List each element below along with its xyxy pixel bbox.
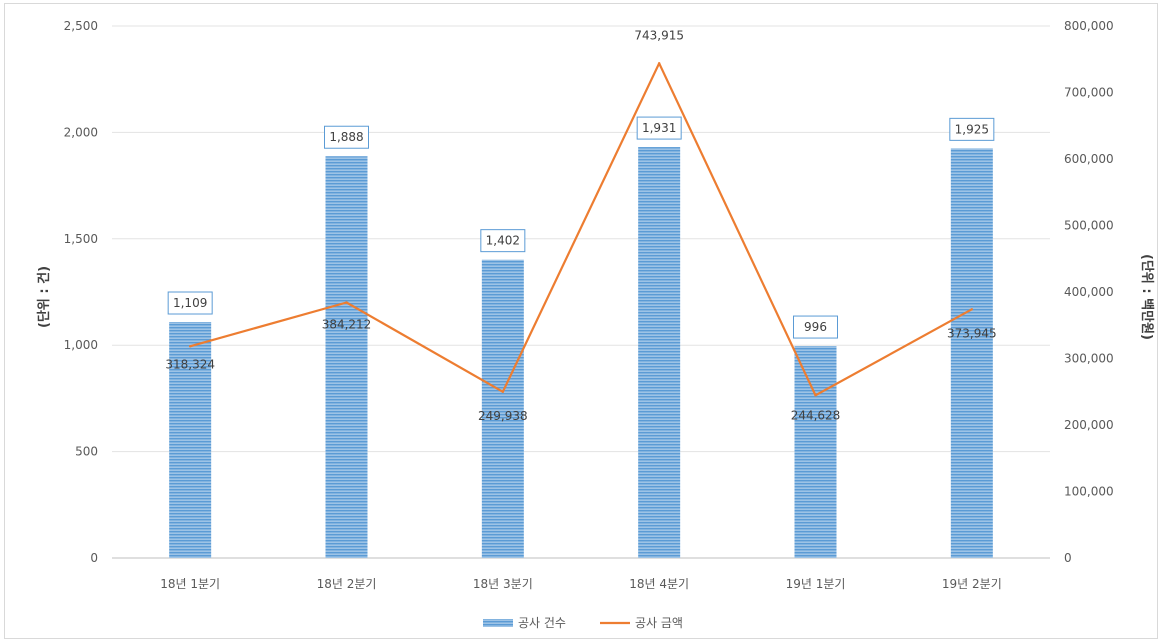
bar-label-box bbox=[793, 315, 838, 339]
bar-data-label: 1,931 bbox=[642, 121, 676, 135]
x-axis-ticks: 18년 1분기 18년 2분기 18년 3분기 18년 4분기 19년 1분기 19년 2… bbox=[160, 577, 1002, 591]
line-data-label: 373,945 bbox=[947, 326, 997, 340]
x-tick-label: 18년 1분기 bbox=[160, 577, 220, 591]
right-tick-label: 600,000 bbox=[1064, 152, 1114, 166]
bar-data-labels: 1,109 1,888 1,402 1,931 996 1,925 bbox=[167, 116, 995, 339]
bar bbox=[481, 259, 524, 558]
line-data-labels: 318,324 384,212 249,938 743,915 244,628 373,9… bbox=[165, 28, 996, 422]
line-data-label: 743,915 bbox=[634, 28, 684, 42]
bar-data-label: 1,109 bbox=[173, 296, 207, 310]
line-point bbox=[657, 62, 661, 65]
bars bbox=[169, 147, 993, 559]
line-point bbox=[345, 301, 348, 304]
bar-data-label: 1,888 bbox=[329, 130, 363, 144]
right-tick-label: 300,000 bbox=[1064, 352, 1114, 366]
bar-label-box bbox=[167, 291, 213, 315]
legend: 공사 건수 공사 금액 bbox=[483, 616, 683, 630]
left-tick-label: 2,000 bbox=[64, 125, 98, 139]
line-data-label: 384,212 bbox=[322, 317, 372, 331]
x-tick-label: 18년 3분기 bbox=[473, 577, 533, 591]
left-tick-label: 500 bbox=[75, 445, 98, 459]
left-axis-ticks: 0 500 1,000 1,500 2,000 2,500 bbox=[64, 19, 98, 565]
left-tick-label: 1,500 bbox=[64, 232, 98, 246]
bar bbox=[325, 156, 368, 559]
line-point bbox=[814, 394, 817, 397]
x-tick-label: 19년 2분기 bbox=[942, 577, 1002, 591]
right-tick-label: 200,000 bbox=[1064, 418, 1114, 432]
right-tick-label: 500,000 bbox=[1064, 219, 1114, 233]
right-tick-label: 400,000 bbox=[1064, 285, 1114, 299]
right-axis-title: (단위 : 백만원) bbox=[1139, 254, 1155, 340]
left-tick-label: 0 bbox=[90, 551, 98, 565]
line-point bbox=[188, 345, 192, 348]
bar bbox=[638, 147, 681, 559]
bar-label-box bbox=[636, 116, 682, 140]
line-data-label: 249,938 bbox=[478, 409, 528, 423]
right-tick-label: 0 bbox=[1064, 551, 1072, 565]
bar-data-label: 996 bbox=[804, 320, 827, 334]
bar bbox=[950, 148, 993, 559]
amount-line bbox=[188, 62, 974, 397]
right-axis-ticks: 0 100,000 200,000 300,000 400,000 500,000 600,… bbox=[1064, 19, 1114, 565]
x-tick-label: 19년 1분기 bbox=[786, 577, 846, 591]
legend-bar-swatch bbox=[483, 619, 513, 627]
amount-line-path bbox=[189, 62, 973, 397]
bar-data-label: 1,925 bbox=[955, 122, 989, 136]
line-data-label: 244,628 bbox=[791, 408, 841, 422]
line-data-label: 318,324 bbox=[165, 357, 215, 371]
line-point bbox=[970, 308, 974, 311]
bar bbox=[794, 346, 837, 558]
left-tick-label: 1,000 bbox=[64, 338, 98, 352]
right-tick-label: 100,000 bbox=[1064, 485, 1114, 499]
x-tick-label: 18년 4분기 bbox=[629, 577, 689, 591]
right-tick-label: 700,000 bbox=[1064, 86, 1114, 100]
gridlines bbox=[112, 25, 1050, 559]
left-axis-title: (단위 : 건) bbox=[36, 266, 52, 328]
legend-bar-label: 공사 건수 bbox=[518, 616, 566, 630]
bar-label-box bbox=[480, 229, 526, 253]
bar-data-label: 1,402 bbox=[486, 234, 520, 248]
bar-label-box bbox=[324, 125, 369, 149]
bar bbox=[169, 322, 212, 558]
bar-label-box bbox=[949, 117, 995, 141]
x-tick-label: 18년 2분기 bbox=[317, 577, 377, 591]
left-tick-label: 2,500 bbox=[64, 19, 98, 33]
line-point bbox=[501, 390, 505, 393]
legend-line-label: 공사 금액 bbox=[635, 616, 683, 630]
right-tick-label: 800,000 bbox=[1064, 19, 1114, 33]
